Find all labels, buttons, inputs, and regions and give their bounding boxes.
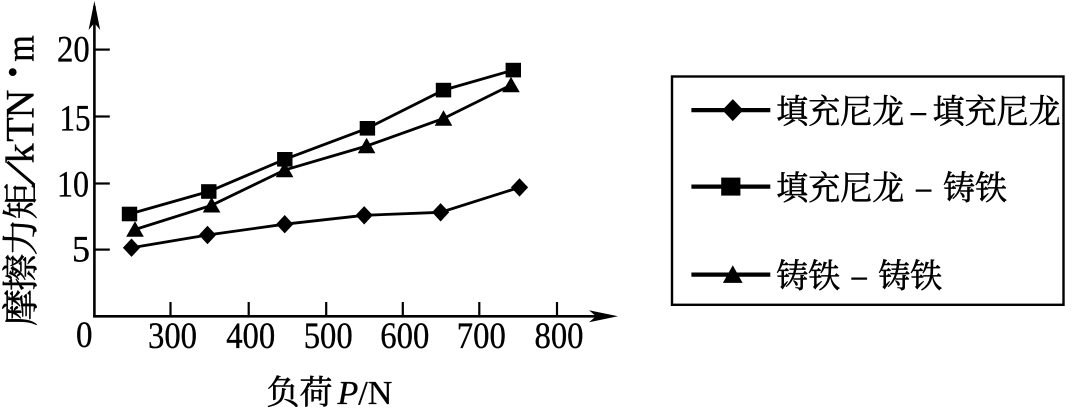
svg-text:k: k xyxy=(0,143,43,163)
svg-text:20: 20 xyxy=(57,29,90,70)
svg-text:700: 700 xyxy=(457,316,506,357)
svg-text:500: 500 xyxy=(304,316,353,357)
svg-text:N: N xyxy=(0,90,43,119)
svg-text:P/N: P/N xyxy=(337,375,393,409)
svg-text:10: 10 xyxy=(57,165,89,206)
svg-text:5: 5 xyxy=(72,230,90,271)
svg-text:800: 800 xyxy=(535,316,584,357)
svg-text:0: 0 xyxy=(76,315,93,356)
svg-text:15: 15 xyxy=(60,99,91,140)
svg-text:T: T xyxy=(0,117,43,141)
svg-text:300: 300 xyxy=(148,316,197,357)
svg-text:m: m xyxy=(0,35,43,62)
svg-text:600: 600 xyxy=(380,316,429,357)
svg-text:400: 400 xyxy=(226,316,275,357)
